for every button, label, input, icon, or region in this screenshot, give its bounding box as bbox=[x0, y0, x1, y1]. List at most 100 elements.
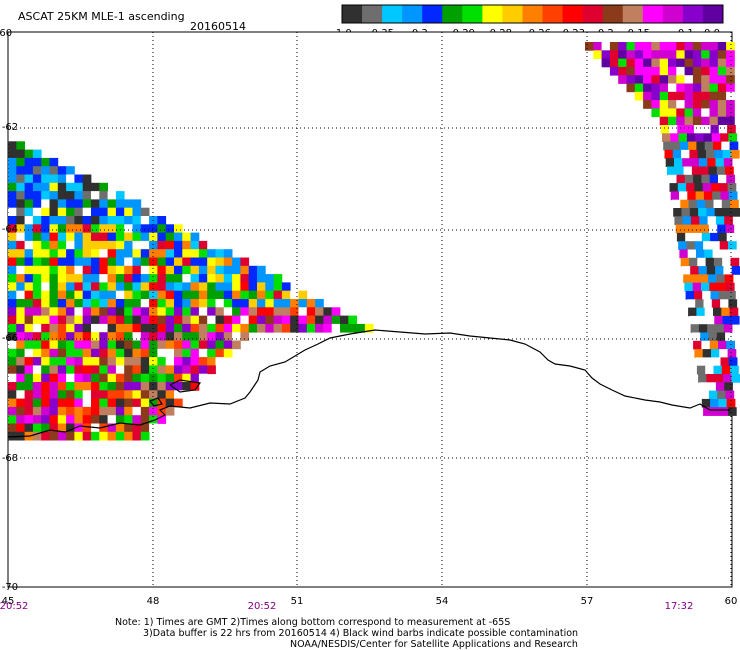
data-cell bbox=[265, 282, 274, 292]
data-cell bbox=[24, 166, 34, 175]
data-cell bbox=[32, 299, 42, 308]
data-cell bbox=[107, 257, 117, 267]
data-cell bbox=[24, 307, 34, 316]
lat-label: -70 bbox=[2, 582, 18, 593]
data-cell bbox=[182, 365, 191, 375]
data-cell bbox=[684, 174, 694, 184]
data-cell bbox=[689, 149, 699, 159]
data-cell bbox=[74, 216, 84, 225]
data-cell bbox=[99, 199, 108, 209]
data-cell bbox=[215, 290, 225, 300]
data-cell bbox=[115, 332, 125, 341]
data-cell bbox=[691, 332, 701, 342]
lon-label: 54 bbox=[436, 596, 449, 607]
data-cell bbox=[107, 249, 117, 258]
data-cell bbox=[730, 365, 739, 375]
data-cell bbox=[651, 50, 661, 59]
data-cell bbox=[140, 249, 150, 258]
data-cell bbox=[706, 266, 716, 275]
data-cell bbox=[705, 199, 714, 209]
data-cell bbox=[124, 199, 133, 209]
data-cell bbox=[340, 315, 349, 325]
data-cell bbox=[107, 348, 117, 358]
data-cell bbox=[124, 249, 133, 258]
data-cell bbox=[41, 315, 50, 325]
data-cell bbox=[232, 274, 241, 283]
data-cell bbox=[240, 290, 250, 300]
data-cell bbox=[281, 299, 291, 308]
data-cell bbox=[99, 390, 108, 399]
data-cell bbox=[157, 390, 167, 399]
data-cell bbox=[585, 42, 594, 51]
data-cell bbox=[74, 406, 84, 416]
data-cell bbox=[634, 50, 644, 59]
data-cell bbox=[66, 274, 75, 283]
data-cell bbox=[223, 332, 233, 341]
data-cell bbox=[248, 307, 258, 316]
data-cell bbox=[41, 191, 50, 200]
data-cell bbox=[82, 299, 92, 308]
data-cell bbox=[273, 274, 283, 283]
data-cell bbox=[702, 125, 711, 134]
data-cell bbox=[724, 382, 733, 391]
data-cell bbox=[165, 348, 175, 358]
data-cell bbox=[16, 307, 25, 316]
data-cell bbox=[701, 282, 710, 292]
data-cell bbox=[265, 274, 274, 283]
data-cell bbox=[74, 357, 84, 366]
data-cell bbox=[182, 348, 191, 358]
data-cell bbox=[124, 274, 133, 283]
data-cell bbox=[681, 266, 691, 275]
data-cell bbox=[679, 191, 688, 201]
data-cell bbox=[668, 58, 677, 68]
data-cell bbox=[232, 265, 241, 275]
data-cell bbox=[24, 149, 34, 159]
data-cell bbox=[74, 390, 84, 399]
data-cell bbox=[165, 232, 175, 242]
data-cell bbox=[609, 42, 619, 51]
data-cell bbox=[723, 208, 732, 217]
data-cell bbox=[99, 182, 108, 192]
data-cell bbox=[711, 299, 721, 308]
data-cell bbox=[24, 207, 34, 217]
data-cell bbox=[692, 91, 702, 101]
data-cell bbox=[124, 323, 133, 333]
data-cell bbox=[165, 323, 175, 333]
data-cell bbox=[726, 108, 735, 118]
data-cell bbox=[240, 299, 250, 308]
data-cell bbox=[16, 257, 25, 267]
data-cell bbox=[57, 431, 67, 441]
data-cell bbox=[165, 382, 175, 391]
plot-area bbox=[7, 31, 740, 588]
data-cell bbox=[32, 382, 42, 391]
data-cell bbox=[651, 66, 661, 76]
data-cell bbox=[190, 232, 200, 242]
data-cell bbox=[672, 199, 681, 209]
data-cell bbox=[643, 91, 652, 101]
data-cell bbox=[711, 133, 721, 142]
lon-label: 48 bbox=[147, 596, 160, 607]
data-cell bbox=[157, 323, 167, 333]
data-cell bbox=[57, 423, 67, 433]
data-cell bbox=[165, 265, 175, 275]
data-cell bbox=[207, 307, 216, 316]
scatterometer-cells bbox=[8, 42, 740, 441]
data-cell bbox=[165, 340, 175, 350]
data-cell bbox=[57, 415, 67, 424]
data-cell bbox=[16, 191, 25, 200]
data-cell bbox=[659, 58, 669, 68]
map-title: ASCAT 25KM MLE-1 ascending bbox=[18, 10, 185, 23]
data-cell bbox=[32, 191, 42, 200]
data-cell bbox=[132, 232, 142, 242]
data-cell bbox=[16, 149, 25, 159]
data-cell bbox=[140, 340, 150, 350]
data-cell bbox=[676, 50, 685, 59]
data-cell bbox=[696, 365, 706, 375]
data-cell bbox=[140, 348, 150, 358]
data-cell bbox=[692, 100, 702, 109]
data-cell bbox=[91, 232, 100, 242]
data-cell bbox=[190, 332, 200, 341]
data-cell bbox=[74, 431, 84, 441]
data-cell bbox=[704, 307, 714, 317]
data-cell bbox=[107, 232, 117, 242]
